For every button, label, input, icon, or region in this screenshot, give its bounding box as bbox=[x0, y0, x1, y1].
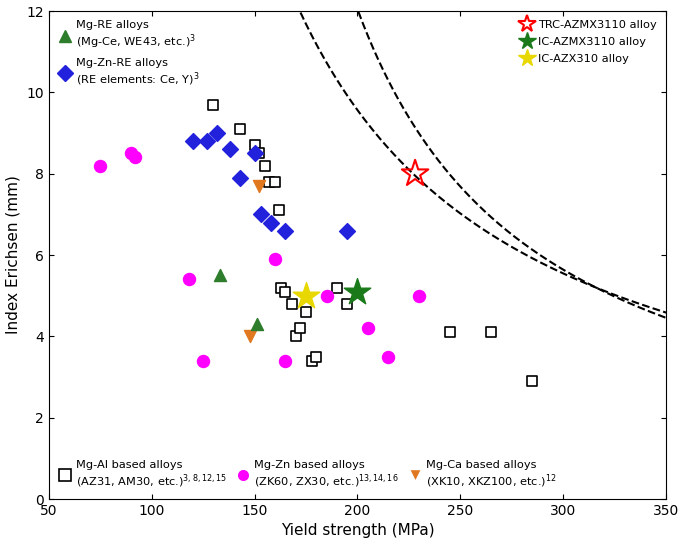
Point bbox=[280, 226, 291, 235]
Point bbox=[295, 324, 306, 332]
Point bbox=[332, 283, 342, 292]
Point bbox=[264, 177, 275, 186]
Point bbox=[342, 300, 353, 308]
Point bbox=[212, 129, 223, 138]
Point bbox=[234, 174, 245, 182]
Point bbox=[183, 275, 194, 284]
Legend: Mg-Al based alloys
(AZ31, AM30, etc.)$^{3,8,12,15}$, Mg-Zn based alloys
(ZK60, Z: Mg-Al based alloys (AZ31, AM30, etc.)$^{… bbox=[54, 456, 560, 493]
Point bbox=[342, 226, 353, 235]
Point bbox=[266, 218, 277, 227]
Point bbox=[383, 353, 394, 361]
Point bbox=[187, 137, 198, 146]
Point bbox=[270, 177, 281, 186]
X-axis label: Yield strength (MPa): Yield strength (MPa) bbox=[281, 523, 434, 539]
Point bbox=[234, 125, 245, 133]
Point bbox=[311, 353, 322, 361]
Point bbox=[352, 287, 363, 296]
Point bbox=[201, 137, 212, 146]
Point bbox=[527, 377, 538, 386]
Point bbox=[129, 153, 140, 162]
Point bbox=[276, 283, 287, 292]
Point bbox=[321, 292, 332, 300]
Point bbox=[260, 161, 271, 170]
Point bbox=[95, 161, 105, 170]
Point bbox=[253, 182, 264, 190]
Point bbox=[290, 332, 301, 341]
Point bbox=[410, 169, 421, 178]
Point bbox=[280, 287, 291, 296]
Point bbox=[280, 356, 291, 365]
Point bbox=[301, 307, 312, 316]
Point bbox=[245, 332, 256, 341]
Point bbox=[214, 271, 225, 280]
Point bbox=[256, 210, 266, 219]
Point bbox=[270, 255, 281, 263]
Point bbox=[251, 320, 262, 329]
Point bbox=[445, 328, 456, 337]
Point bbox=[362, 324, 373, 332]
Point bbox=[249, 141, 260, 150]
Point bbox=[253, 149, 264, 158]
Y-axis label: Index Erichsen (mm): Index Erichsen (mm) bbox=[5, 176, 21, 335]
Point bbox=[274, 206, 285, 215]
Point bbox=[301, 292, 312, 300]
Point bbox=[208, 100, 219, 109]
Point bbox=[125, 149, 136, 158]
Point bbox=[249, 149, 260, 158]
Point bbox=[414, 292, 425, 300]
Point bbox=[197, 356, 208, 365]
Point bbox=[307, 356, 318, 365]
Point bbox=[286, 300, 297, 308]
Point bbox=[486, 328, 497, 337]
Point bbox=[224, 145, 235, 153]
